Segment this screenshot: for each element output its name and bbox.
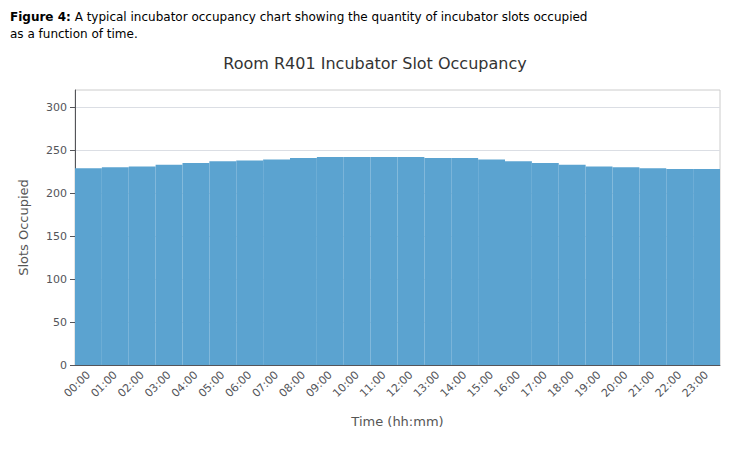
- svg-text:04:00: 04:00: [169, 368, 201, 400]
- svg-text:250: 250: [46, 144, 67, 157]
- svg-text:13:00: 13:00: [411, 368, 443, 400]
- svg-text:100: 100: [46, 273, 67, 286]
- svg-text:07:00: 07:00: [250, 368, 282, 400]
- svg-text:as a function of time.: as a function of time.: [10, 27, 138, 41]
- svg-text:12:00: 12:00: [384, 368, 416, 400]
- svg-text:19:00: 19:00: [572, 368, 604, 400]
- svg-text:23:00: 23:00: [680, 368, 712, 400]
- svg-text:00:00: 00:00: [61, 368, 93, 400]
- svg-text:Room R401 Incubator Slot Occup: Room R401 Incubator Slot Occupancy: [223, 54, 526, 73]
- svg-text:Time (hh:mm): Time (hh:mm): [350, 414, 443, 429]
- svg-text:18:00: 18:00: [545, 368, 577, 400]
- svg-text:06:00: 06:00: [223, 368, 255, 400]
- svg-text:200: 200: [46, 187, 67, 200]
- svg-text:21:00: 21:00: [626, 368, 658, 400]
- svg-text:15:00: 15:00: [465, 368, 497, 400]
- svg-text:300: 300: [46, 101, 67, 114]
- svg-text:02:00: 02:00: [115, 368, 147, 400]
- svg-text:150: 150: [46, 230, 67, 243]
- svg-text:14:00: 14:00: [438, 368, 470, 400]
- svg-text:11:00: 11:00: [357, 368, 389, 400]
- svg-text:16:00: 16:00: [491, 368, 523, 400]
- svg-text:03:00: 03:00: [142, 368, 174, 400]
- svg-text:01:00: 01:00: [88, 368, 120, 400]
- svg-text:Figure 4:: Figure 4:: [10, 10, 71, 24]
- svg-text:08:00: 08:00: [276, 368, 308, 400]
- svg-text:05:00: 05:00: [196, 368, 228, 400]
- svg-text:17:00: 17:00: [518, 368, 550, 400]
- svg-text:09:00: 09:00: [303, 368, 335, 400]
- svg-text:50: 50: [53, 316, 67, 329]
- svg-text:10:00: 10:00: [330, 368, 362, 400]
- svg-text:Slots Occupied: Slots Occupied: [16, 179, 31, 276]
- svg-text:20:00: 20:00: [599, 368, 631, 400]
- svg-text:22:00: 22:00: [653, 368, 685, 400]
- svg-text:A typical incubator occupancy: A typical incubator occupancy chart show…: [75, 10, 588, 24]
- svg-text:0: 0: [60, 359, 67, 372]
